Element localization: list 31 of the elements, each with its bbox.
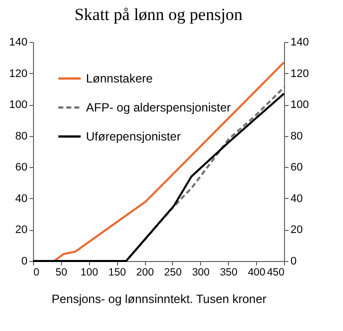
y-tick-label: 100 (9, 99, 28, 112)
legend-label: Lønnstakere (86, 72, 154, 86)
y2-tick-label: 20 (290, 224, 303, 236)
y-tick-label: 80 (15, 130, 28, 142)
x-tick-label: 400 (248, 266, 266, 278)
y-tick-label: 40 (15, 192, 28, 205)
y2-tick-label: 120 (290, 68, 309, 80)
x-tick-label: 300 (192, 266, 210, 278)
y-tick-label: 0 (21, 256, 28, 268)
x-tick-label: 350 (220, 266, 238, 278)
y2-tick-label: 80 (290, 130, 303, 142)
y2-tick-label: 40 (290, 192, 303, 205)
x-axis-title: Pensjons- og lønnsinntekt. Tusen kroner (52, 292, 266, 306)
x-tick-label: 250 (164, 266, 182, 278)
y2-tick-label: 60 (290, 162, 303, 174)
x-tick-label: 50 (56, 266, 68, 278)
y2-tick-label: 140 (290, 36, 309, 48)
x-tick-label: 100 (80, 266, 98, 278)
chart-title: Skatt på lønn og pensjon (74, 5, 244, 24)
y-tick-label: 20 (15, 224, 28, 236)
x-tick-label: 150 (108, 266, 126, 278)
y2-tick-label: 0 (290, 256, 297, 268)
y-tick-label: 60 (15, 162, 28, 174)
x-tick-label: 0 (34, 266, 40, 278)
y-tick-label: 120 (9, 68, 28, 80)
x-tick-label: 450 (266, 266, 285, 278)
y-tick-label: 140 (9, 36, 28, 48)
legend-label: Uførepensjonister (86, 130, 181, 144)
legend-label: AFP- og alderspensjonister (86, 100, 231, 114)
x-tick-label: 200 (136, 266, 154, 278)
y2-tick-label: 100 (290, 99, 309, 112)
